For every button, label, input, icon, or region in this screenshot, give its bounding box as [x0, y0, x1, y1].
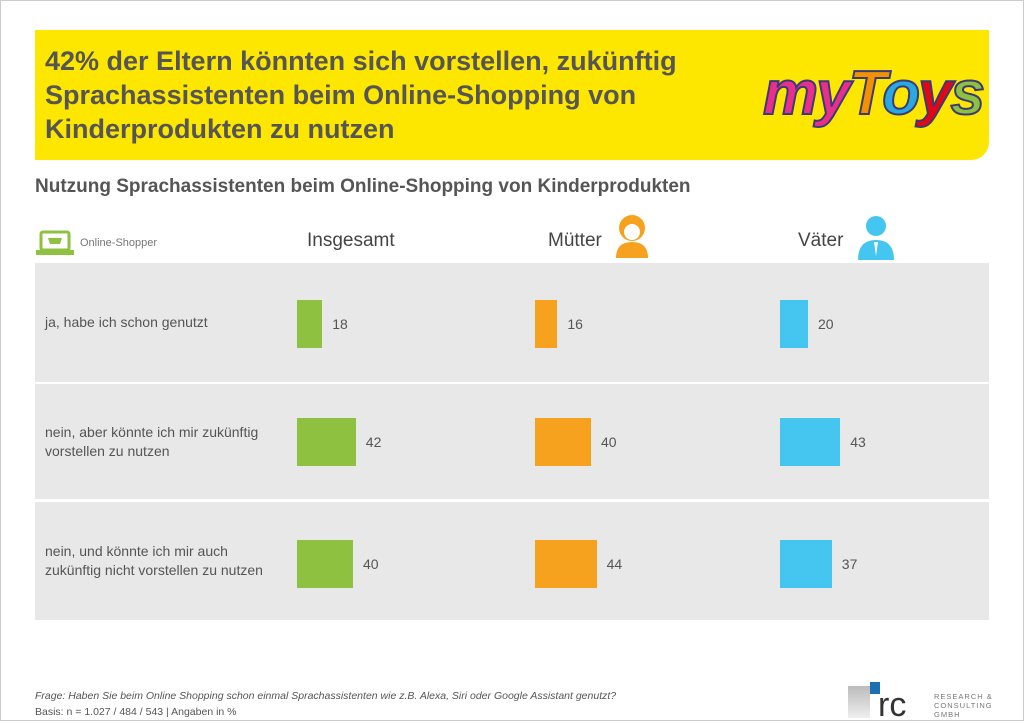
bar: [297, 300, 323, 348]
col-header-vaeter: Väter: [798, 230, 844, 251]
category-row: ja, habe ich schon genutzt: [35, 263, 989, 382]
data-label: 40: [363, 556, 379, 572]
data-label: 16: [567, 316, 583, 332]
col-header-insgesamt: Insgesamt: [307, 230, 395, 251]
bar: [780, 418, 841, 466]
bar: [535, 300, 558, 348]
category-label: ja, habe ich schon genutzt: [45, 314, 208, 330]
father-icon: [858, 216, 894, 260]
data-label: 37: [841, 556, 858, 572]
category-label: nein, und könnte ich mir auch zukünftig …: [45, 543, 263, 578]
legend-label: Online-Shopper: [80, 237, 158, 249]
bar: [297, 540, 353, 588]
bar: [780, 300, 808, 348]
data-label: 44: [606, 556, 623, 572]
mother-icon: [616, 215, 648, 258]
bar: [535, 418, 591, 466]
bar: [535, 540, 597, 588]
mytoys-logo: myToys: [762, 58, 986, 129]
headline: 42% der Eltern könnten sich vorstellen, …: [45, 46, 677, 144]
bar: [780, 540, 832, 588]
data-label: 43: [850, 434, 866, 450]
legend: Online-Shopper: [36, 230, 157, 256]
basis-note: Basis: n = 1.027 / 484 / 543 | Angaben i…: [35, 706, 237, 718]
title-banner: 42% der Eltern könnten sich vorstellen, …: [35, 30, 989, 160]
data-label: 20: [818, 316, 834, 332]
question-note: Frage: Haben Sie beim Online Shopping sc…: [35, 690, 617, 702]
category-row: nein, aber könnte ich mir zukünftig vors…: [35, 384, 989, 499]
data-label: 42: [365, 434, 382, 450]
laptop-cart-icon: [36, 230, 74, 255]
data-label: 18: [332, 316, 348, 332]
chart-title: Nutzung Sprachassistenten beim Online-Sh…: [35, 176, 691, 197]
col-header-muetter: Mütter: [548, 230, 602, 251]
data-label: 40: [601, 434, 617, 450]
bar: [297, 418, 356, 466]
category-label: nein, aber könnte ich mir zukünftig vors…: [45, 423, 259, 459]
